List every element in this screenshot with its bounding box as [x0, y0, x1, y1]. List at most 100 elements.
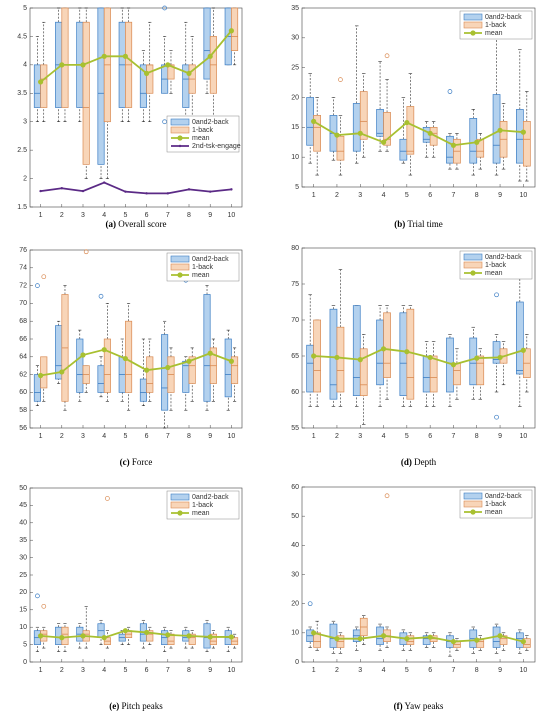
line-marker [80, 633, 86, 639]
line-marker [357, 357, 363, 363]
legend-label: 0and2-back [485, 254, 522, 261]
line-marker [427, 634, 433, 640]
x-tick-label: 10 [228, 667, 236, 674]
line-marker [334, 132, 340, 138]
y-tick-label: 3.5 [17, 90, 27, 97]
caption: (b) Trial time [394, 219, 443, 229]
x-tick-label: 2 [335, 667, 339, 674]
x-tick-label: 4 [382, 667, 386, 674]
line-marker [474, 139, 480, 145]
y-tick-label: 15 [291, 124, 299, 131]
box [33, 64, 41, 108]
caption-label: (b) [394, 219, 405, 229]
caption-label: (e) [109, 701, 119, 711]
line-marker [357, 130, 363, 136]
caption-label: (a) [106, 219, 117, 229]
y-tick-label: 65 [291, 353, 299, 360]
legend-label: mean [485, 509, 503, 516]
line-marker [404, 119, 410, 126]
outlier [35, 593, 40, 599]
y-tick-label: 60 [19, 389, 27, 396]
y-tick-label: 50 [291, 513, 299, 520]
x-tick-label: 6 [145, 667, 149, 674]
line-marker [474, 637, 480, 643]
x-tick-label: 9 [498, 433, 502, 440]
line-marker [187, 188, 191, 191]
box [188, 356, 196, 384]
y-tick-label: 74 [19, 265, 27, 272]
box [188, 633, 196, 645]
y-tick-label: 20 [291, 601, 299, 608]
y-tick-label: 20 [19, 589, 27, 596]
line-marker [165, 632, 171, 638]
line-marker [207, 53, 213, 59]
x-tick-label: 7 [451, 667, 455, 674]
legend-swatch [463, 21, 483, 29]
outlier [41, 274, 47, 280]
outlier [162, 5, 167, 11]
y-tick-label: 55 [291, 425, 299, 432]
legend-marker [177, 510, 183, 516]
line-marker [228, 634, 234, 640]
box [82, 21, 90, 165]
x-tick-label: 4 [102, 433, 106, 440]
line-marker [144, 70, 150, 76]
outlier [307, 601, 313, 607]
x-tick-label: 4 [382, 433, 386, 440]
x-tick-label: 7 [451, 192, 455, 199]
line-marker [209, 190, 212, 193]
legend-label: 0and2-back [485, 14, 522, 21]
caption-label: (c) [120, 457, 130, 467]
line-marker [520, 638, 526, 645]
y-tick-label: 25 [19, 572, 27, 579]
box [352, 103, 361, 152]
line-marker [186, 70, 192, 76]
caption-text: Pitch peaks [119, 701, 163, 711]
line-marker [311, 118, 317, 124]
line-marker [404, 636, 410, 642]
legend-marker [470, 509, 476, 515]
line-marker [165, 364, 171, 371]
box [359, 348, 368, 396]
x-tick-label: 1 [39, 212, 43, 219]
box [97, 7, 105, 165]
legend-swatch [170, 126, 190, 134]
y-tick-label: 0 [23, 659, 27, 666]
x-tick-label: 3 [358, 667, 362, 674]
legend-swatch [170, 118, 190, 126]
box [383, 112, 391, 146]
line-marker [404, 349, 410, 355]
x-tick-label: 5 [123, 433, 127, 440]
x-tick-label: 10 [228, 433, 236, 440]
box [40, 64, 48, 108]
x-tick-label: 10 [519, 192, 527, 199]
box [422, 355, 431, 393]
legend-marker [470, 270, 476, 276]
box [516, 109, 524, 164]
line-marker [59, 635, 65, 641]
x-tick-label: 4 [102, 667, 106, 674]
box [203, 294, 211, 402]
box [516, 301, 524, 375]
caption-label: (f) [394, 701, 403, 711]
box [313, 115, 321, 152]
caption: (c) Force [120, 457, 153, 467]
outlier [338, 77, 343, 82]
legend-label: 2nd-tsk-engage [192, 143, 241, 150]
line-marker [144, 367, 150, 373]
y-tick-label: 0 [295, 659, 299, 666]
mean-line [40, 629, 232, 639]
legend-swatch [170, 255, 190, 263]
y-tick-label: 4.5 [17, 33, 27, 40]
box [399, 312, 408, 396]
line-marker [101, 53, 107, 59]
x-tick-label: 1 [39, 667, 43, 674]
line-marker [311, 630, 317, 636]
x-tick-label: 5 [405, 667, 409, 674]
y-tick-label: 5 [295, 184, 299, 191]
x-tick-label: 3 [81, 212, 85, 219]
box [61, 7, 69, 108]
y-tick-label: 40 [291, 542, 299, 549]
caption: (f) Yaw peaks [394, 701, 444, 711]
y-tick-label: 64 [19, 354, 27, 361]
